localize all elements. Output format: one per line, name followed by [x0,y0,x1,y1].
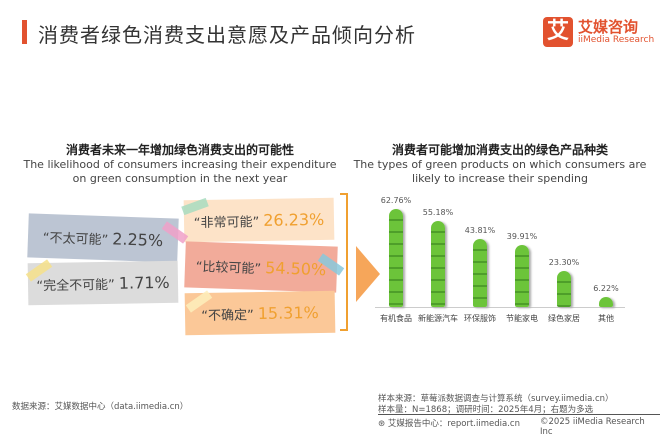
logo-text-en: iiMedia Research [578,35,655,45]
note-likely: “比较可能” 54.50% [184,241,338,293]
left-title-en-2: on green consumption in the next year [72,172,288,185]
x-axis-line [375,307,625,308]
arrow-right-icon [356,246,380,302]
bar-value-label: 6.22% [593,284,619,294]
note-label: “非常可能” [193,214,260,231]
bar [473,238,487,307]
right-section-header: 消费者可能增加消费支出的绿色产品种类 The types of green pr… [340,141,660,186]
copyright: ©2025 iiMedia Research Inc [540,417,645,437]
bar [515,244,529,307]
category-label: 有机食品 [380,314,412,323]
note-value: 15.31% [257,302,319,323]
bar-value-label: 23.30% [548,257,580,267]
logo-mark: 艾 [543,17,573,47]
note-value: 1.71% [118,272,170,293]
left-title-cn: 消费者未来一年增加绿色消费支出的可能性 [65,143,294,157]
note-label: “完全不可能” [36,277,115,294]
bar [389,209,403,307]
note-label: “不太可能” [42,230,109,248]
category-label: 环保服饰 [464,314,496,323]
page-title: 消费者绿色消费支出意愿及产品倾向分析 [38,23,416,47]
title-accent-bar [22,20,27,44]
bar-value-label: 55.18% [422,207,454,217]
note-label: “不确定” [201,307,254,324]
right-title-cn: 消费者可能增加消费支出的绿色产品种类 [391,143,608,157]
bar [431,220,445,307]
bar-value-label: 43.81% [464,225,496,235]
bar [599,297,613,307]
report-center: ⊛ 艾媒报告中心：report.iimedia.cn [378,417,520,429]
report-icon: ⊛ [378,419,388,429]
footer-divider [378,414,660,415]
logo-text-cn: 艾媒咨询 [578,18,639,36]
category-label: 新能源汽车 [418,314,458,323]
note-value: 2.25% [111,228,164,250]
bracket [340,193,348,331]
bar [557,270,571,307]
category-label: 绿色家居 [548,314,580,323]
bar-value-label: 39.91% [506,231,538,241]
sample-size: 样本量：N=1868；调研时间：2025年4月；右题为多选 [378,405,594,415]
right-title-en-1: The types of green products on which con… [353,158,647,171]
category-label: 节能家电 [506,314,538,323]
note-value: 26.23% [263,209,325,230]
left-title-en-1: The likelihood of consumers increasing t… [23,158,337,171]
note-unlikely: “不太可能” 2.25% [27,213,179,263]
note-label: “比较可能” [195,259,262,277]
sample-source: 样本来源：草莓派数据调查与计算系统（survey.iimedia.cn） [378,394,614,404]
data-source: 数据来源：艾媒数据中心（data.iimedia.cn） [12,402,189,412]
left-section-header: 消费者未来一年增加绿色消费支出的可能性 The likelihood of co… [20,141,340,186]
report-link[interactable]: 艾媒报告中心：report.iimedia.cn [387,419,520,429]
category-label: 其他 [598,314,614,323]
right-title-en-2: likely to increase their spending [412,172,588,185]
bar-value-label: 62.76% [380,196,412,206]
